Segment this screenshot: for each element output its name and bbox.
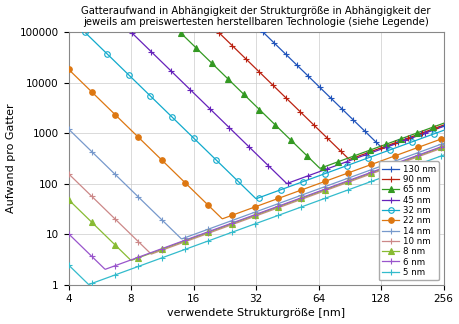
Y-axis label: Aufwand pro Gatter: Aufwand pro Gatter [6,103,16,213]
Legend: 130 nm, 90 nm, 65 nm, 45 nm, 32 nm, 22 nm, 14 nm, 10 nm, 8 nm, 6 nm, 5 nm: 130 nm, 90 nm, 65 nm, 45 nm, 32 nm, 22 n… [379,161,439,280]
Title: Gatteraufwand in Abhängigkeit der Strukturgröße in Abhängigkeit der
jeweils am p: Gatteraufwand in Abhängigkeit der Strukt… [81,6,431,27]
X-axis label: verwendete Strukturgröße [nm]: verwendete Strukturgröße [nm] [167,308,345,318]
